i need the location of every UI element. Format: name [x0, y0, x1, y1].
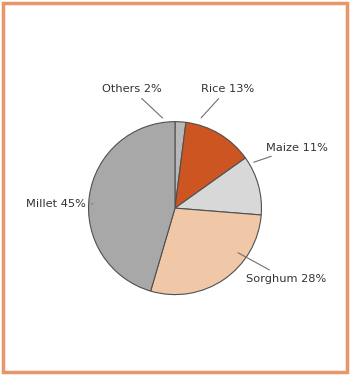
Text: Others 2%: Others 2%: [102, 84, 163, 118]
Text: Figure 4.: Figure 4.: [15, 22, 89, 38]
Text: Sorghum 28%: Sorghum 28%: [238, 253, 326, 284]
Wedge shape: [175, 158, 261, 215]
Wedge shape: [175, 122, 245, 208]
Wedge shape: [175, 122, 186, 208]
Text: 2008 - Cereal production by commodity: 2008 - Cereal production by commodity: [66, 22, 350, 38]
Text: Rice 13%: Rice 13%: [201, 84, 254, 118]
Text: Millet 45%: Millet 45%: [26, 199, 93, 209]
Wedge shape: [89, 122, 175, 291]
Text: Maize 11%: Maize 11%: [254, 142, 328, 162]
Wedge shape: [150, 208, 261, 295]
